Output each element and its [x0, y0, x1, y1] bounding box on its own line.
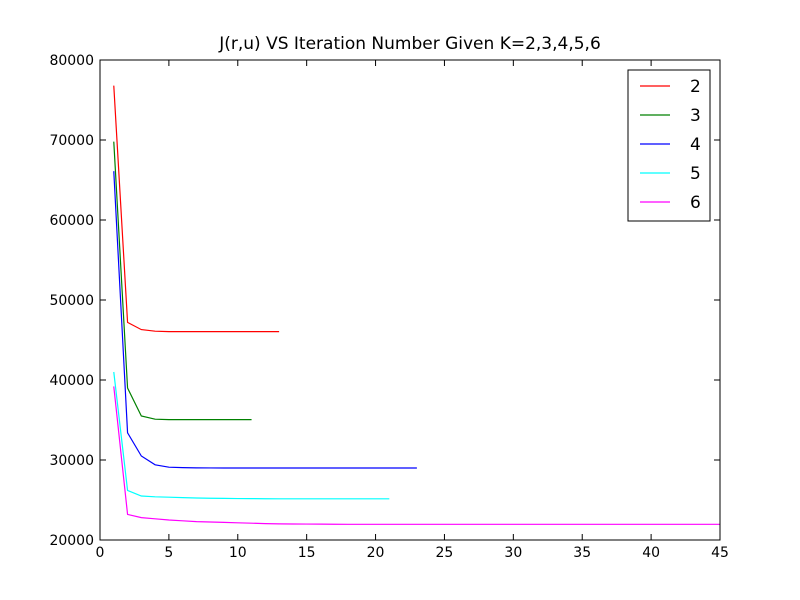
legend-box — [627, 69, 711, 222]
axis-ticks: 0 5 10 15 20 25 30 35 40 452000030000400005000060… — [49, 53, 728, 561]
chart-title: J(r,u) VS Iteration Number Given K=2,3,4… — [218, 34, 601, 54]
y-tick-label: 40000 — [49, 373, 94, 389]
series-line-6 — [113, 386, 720, 525]
legend-label-5: 5 — [690, 164, 701, 184]
x-tick-label: 35 — [573, 545, 591, 561]
x-tick-label: 30 — [504, 545, 522, 561]
series-line-5 — [113, 371, 390, 500]
legend-label-3: 3 — [690, 106, 701, 126]
x-tick-label: 20 — [367, 545, 385, 561]
y-tick-label: 70000 — [49, 133, 94, 149]
y-tick-label: 80000 — [49, 53, 94, 69]
x-tick-label: 0 — [96, 545, 105, 561]
y-tick-label: 20000 — [49, 533, 94, 549]
series-line-4 — [113, 171, 417, 469]
x-tick-label: 10 — [229, 545, 247, 561]
y-tick-label: 60000 — [49, 213, 94, 229]
series-line-2 — [113, 85, 280, 333]
x-tick-label: 40 — [642, 545, 660, 561]
x-tick-label: 15 — [298, 545, 316, 561]
x-tick-label: 45 — [711, 545, 729, 561]
legend-label-2: 2 — [690, 77, 701, 97]
plot-area — [113, 85, 720, 525]
y-tick-label: 30000 — [49, 453, 94, 469]
x-tick-label: 5 — [164, 545, 173, 561]
legend-label-4: 4 — [690, 135, 701, 155]
legend-label-6: 6 — [690, 193, 701, 213]
series-line-3 — [113, 141, 252, 421]
x-tick-label: 25 — [436, 545, 454, 561]
y-tick-label: 50000 — [49, 293, 94, 309]
legend: 2 3 4 5 6 — [627, 69, 711, 222]
